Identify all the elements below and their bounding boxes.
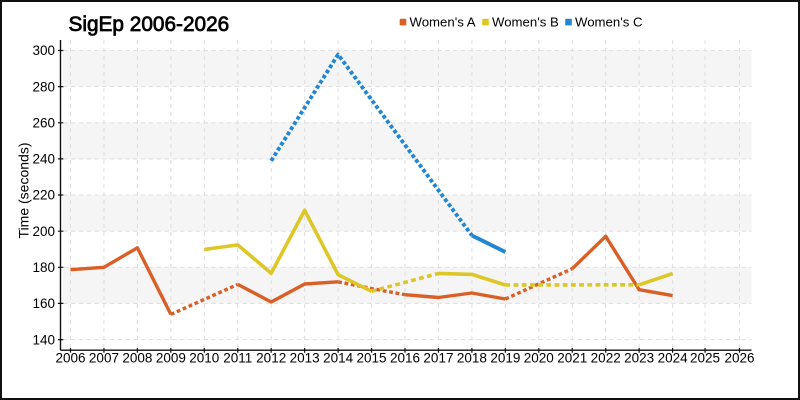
svg-text:2008: 2008 bbox=[122, 351, 152, 366]
svg-text:2024: 2024 bbox=[658, 351, 689, 366]
svg-text:2018: 2018 bbox=[457, 351, 487, 366]
svg-text:Women's B: Women's B bbox=[492, 14, 559, 29]
svg-text:Time (seconds): Time (seconds) bbox=[16, 143, 32, 239]
svg-text:2015: 2015 bbox=[357, 351, 387, 366]
svg-text:2009: 2009 bbox=[156, 351, 186, 366]
svg-text:2020: 2020 bbox=[524, 351, 554, 366]
svg-text:2007: 2007 bbox=[89, 351, 119, 366]
svg-text:2012: 2012 bbox=[256, 351, 286, 366]
svg-text:2010: 2010 bbox=[189, 351, 219, 366]
svg-text:2026: 2026 bbox=[724, 351, 754, 366]
svg-text:160: 160 bbox=[32, 296, 55, 311]
svg-text:140: 140 bbox=[32, 332, 55, 347]
svg-text:2013: 2013 bbox=[290, 351, 320, 366]
svg-text:2021: 2021 bbox=[557, 351, 587, 366]
svg-text:2006: 2006 bbox=[55, 351, 85, 366]
svg-text:180: 180 bbox=[32, 260, 55, 275]
svg-text:2023: 2023 bbox=[624, 351, 654, 366]
svg-text:2014: 2014 bbox=[323, 351, 354, 366]
svg-text:300: 300 bbox=[32, 43, 55, 58]
svg-text:Women's C: Women's C bbox=[575, 14, 643, 29]
svg-text:280: 280 bbox=[32, 79, 55, 94]
svg-text:Women's A: Women's A bbox=[410, 14, 476, 29]
svg-text:220: 220 bbox=[32, 188, 55, 203]
svg-text:2022: 2022 bbox=[591, 351, 621, 366]
svg-text:2011: 2011 bbox=[223, 351, 252, 366]
svg-text:200: 200 bbox=[32, 224, 55, 239]
svg-text:260: 260 bbox=[32, 116, 55, 131]
svg-text:SigEp 2006-2026: SigEp 2006-2026 bbox=[69, 13, 230, 36]
svg-text:2016: 2016 bbox=[390, 351, 420, 366]
svg-text:2019: 2019 bbox=[490, 351, 520, 366]
svg-text:2017: 2017 bbox=[423, 351, 453, 366]
svg-text:240: 240 bbox=[32, 152, 55, 167]
svg-text:2025: 2025 bbox=[690, 351, 720, 366]
